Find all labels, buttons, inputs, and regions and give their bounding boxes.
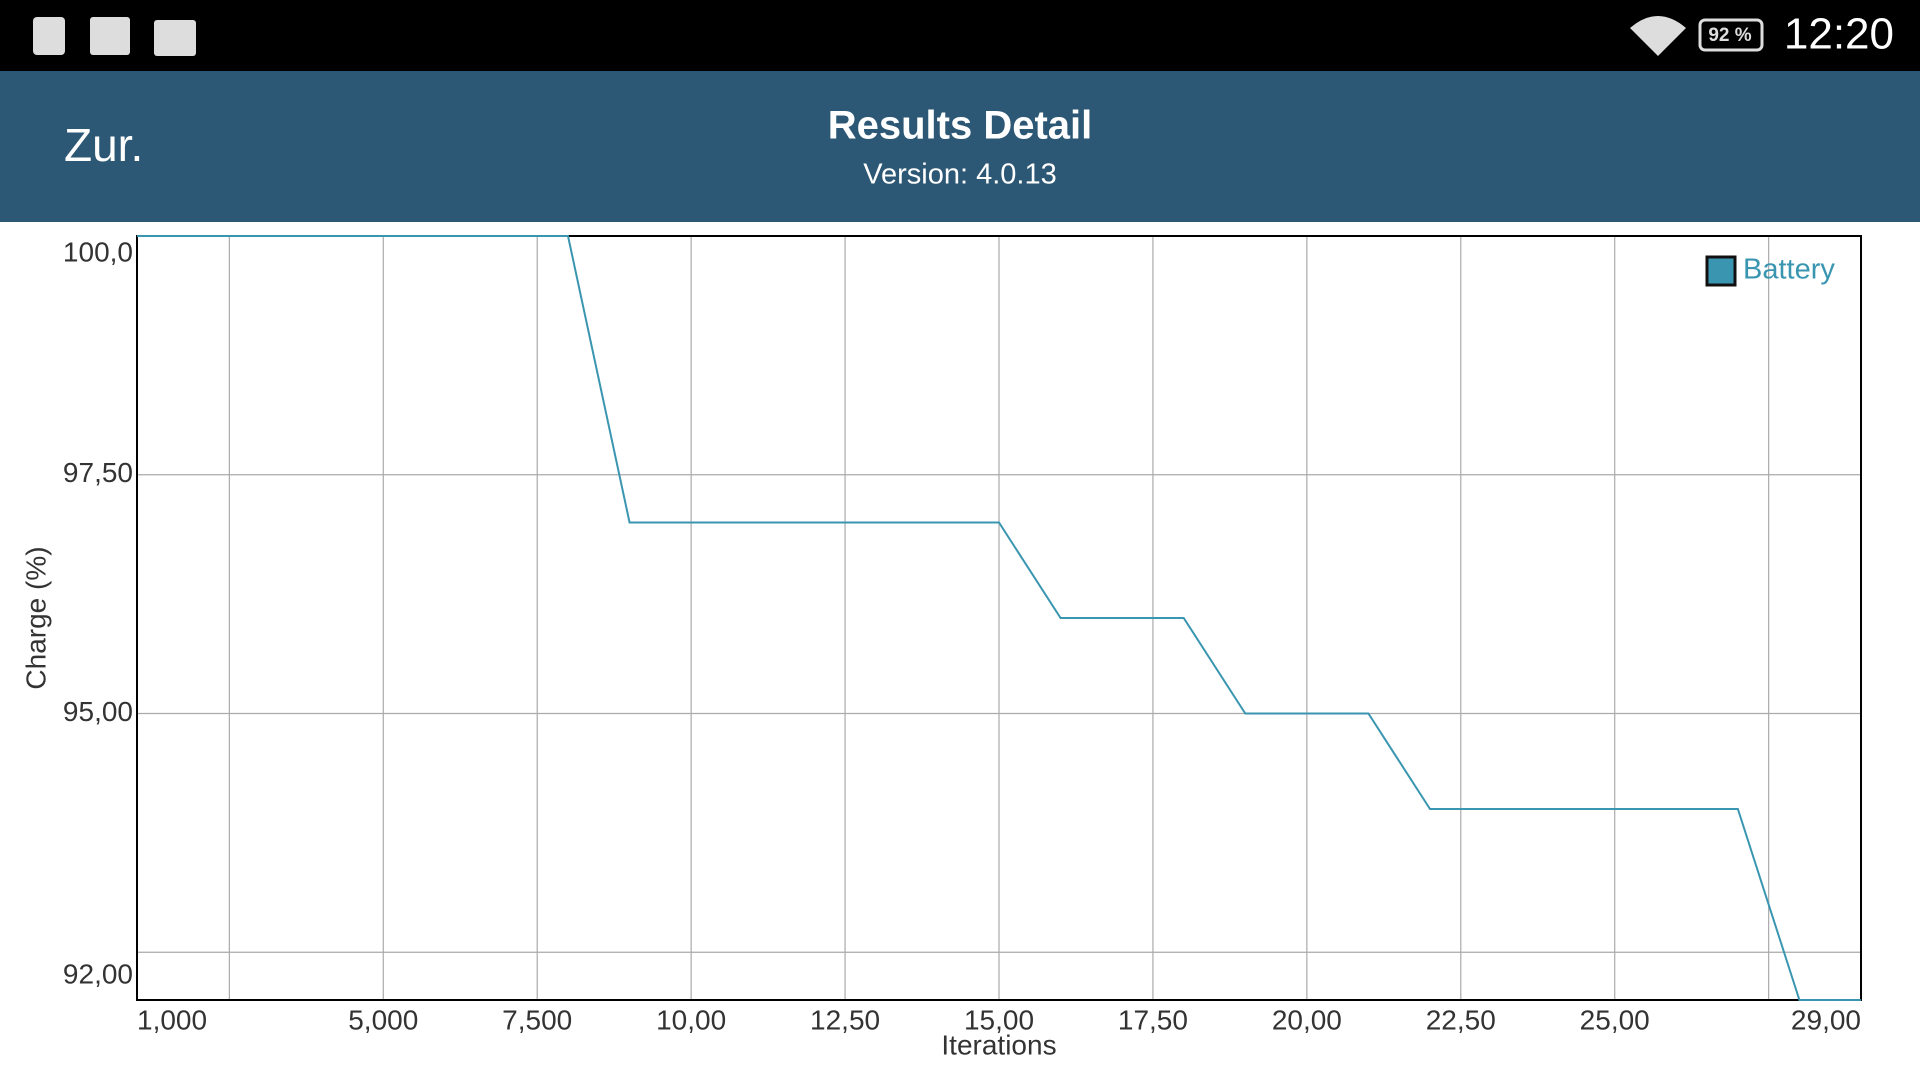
x-tick-label: 29,00: [1791, 1004, 1861, 1035]
x-tick-label: 15,00: [964, 1004, 1034, 1035]
x-tick-label: 17,50: [1118, 1004, 1188, 1035]
clock: 12:20: [1784, 10, 1894, 59]
x-tick-label: 25,00: [1580, 1004, 1650, 1035]
legend-label: Battery: [1743, 254, 1835, 286]
status-bar: [0, 0, 1920, 71]
y-tick-label: 100,0: [63, 236, 133, 267]
battery-text: 92 %: [1708, 25, 1751, 46]
x-tick-label: 1,000: [137, 1004, 207, 1035]
x-tick-label: 5,000: [348, 1004, 418, 1035]
y-axis-label: Charge (%): [20, 546, 51, 689]
y-tick-label: 95,00: [63, 696, 133, 727]
x-tick-label: 10,00: [656, 1004, 726, 1035]
header: [0, 71, 1920, 222]
legend-swatch: [1705, 255, 1737, 287]
y-tick-label: 92,00: [63, 958, 133, 989]
x-axis-label: Iterations: [941, 1029, 1056, 1060]
plot-frame: [136, 235, 1862, 1001]
battery-icon: [1698, 18, 1764, 52]
x-tick-label: 12,50: [810, 1004, 880, 1035]
chart: 1,000 5,000 7,500 10,00 12,50 15,00 17,50 20,00…: [20, 235, 1862, 1060]
subtitle: Version: 4.0.13: [863, 159, 1056, 191]
back-button[interactable]: Zur.: [64, 119, 143, 171]
x-tick-label: 20,00: [1272, 1004, 1342, 1035]
x-tick-label: 22,50: [1426, 1004, 1496, 1035]
notification-icons: [33, 17, 196, 56]
title: Results Detail: [828, 104, 1093, 148]
wifi-icon: [1630, 16, 1686, 56]
x-tick-label: 7,500: [502, 1004, 572, 1035]
y-tick-label: 97,50: [63, 457, 133, 488]
data-line: [137, 235, 1861, 1001]
